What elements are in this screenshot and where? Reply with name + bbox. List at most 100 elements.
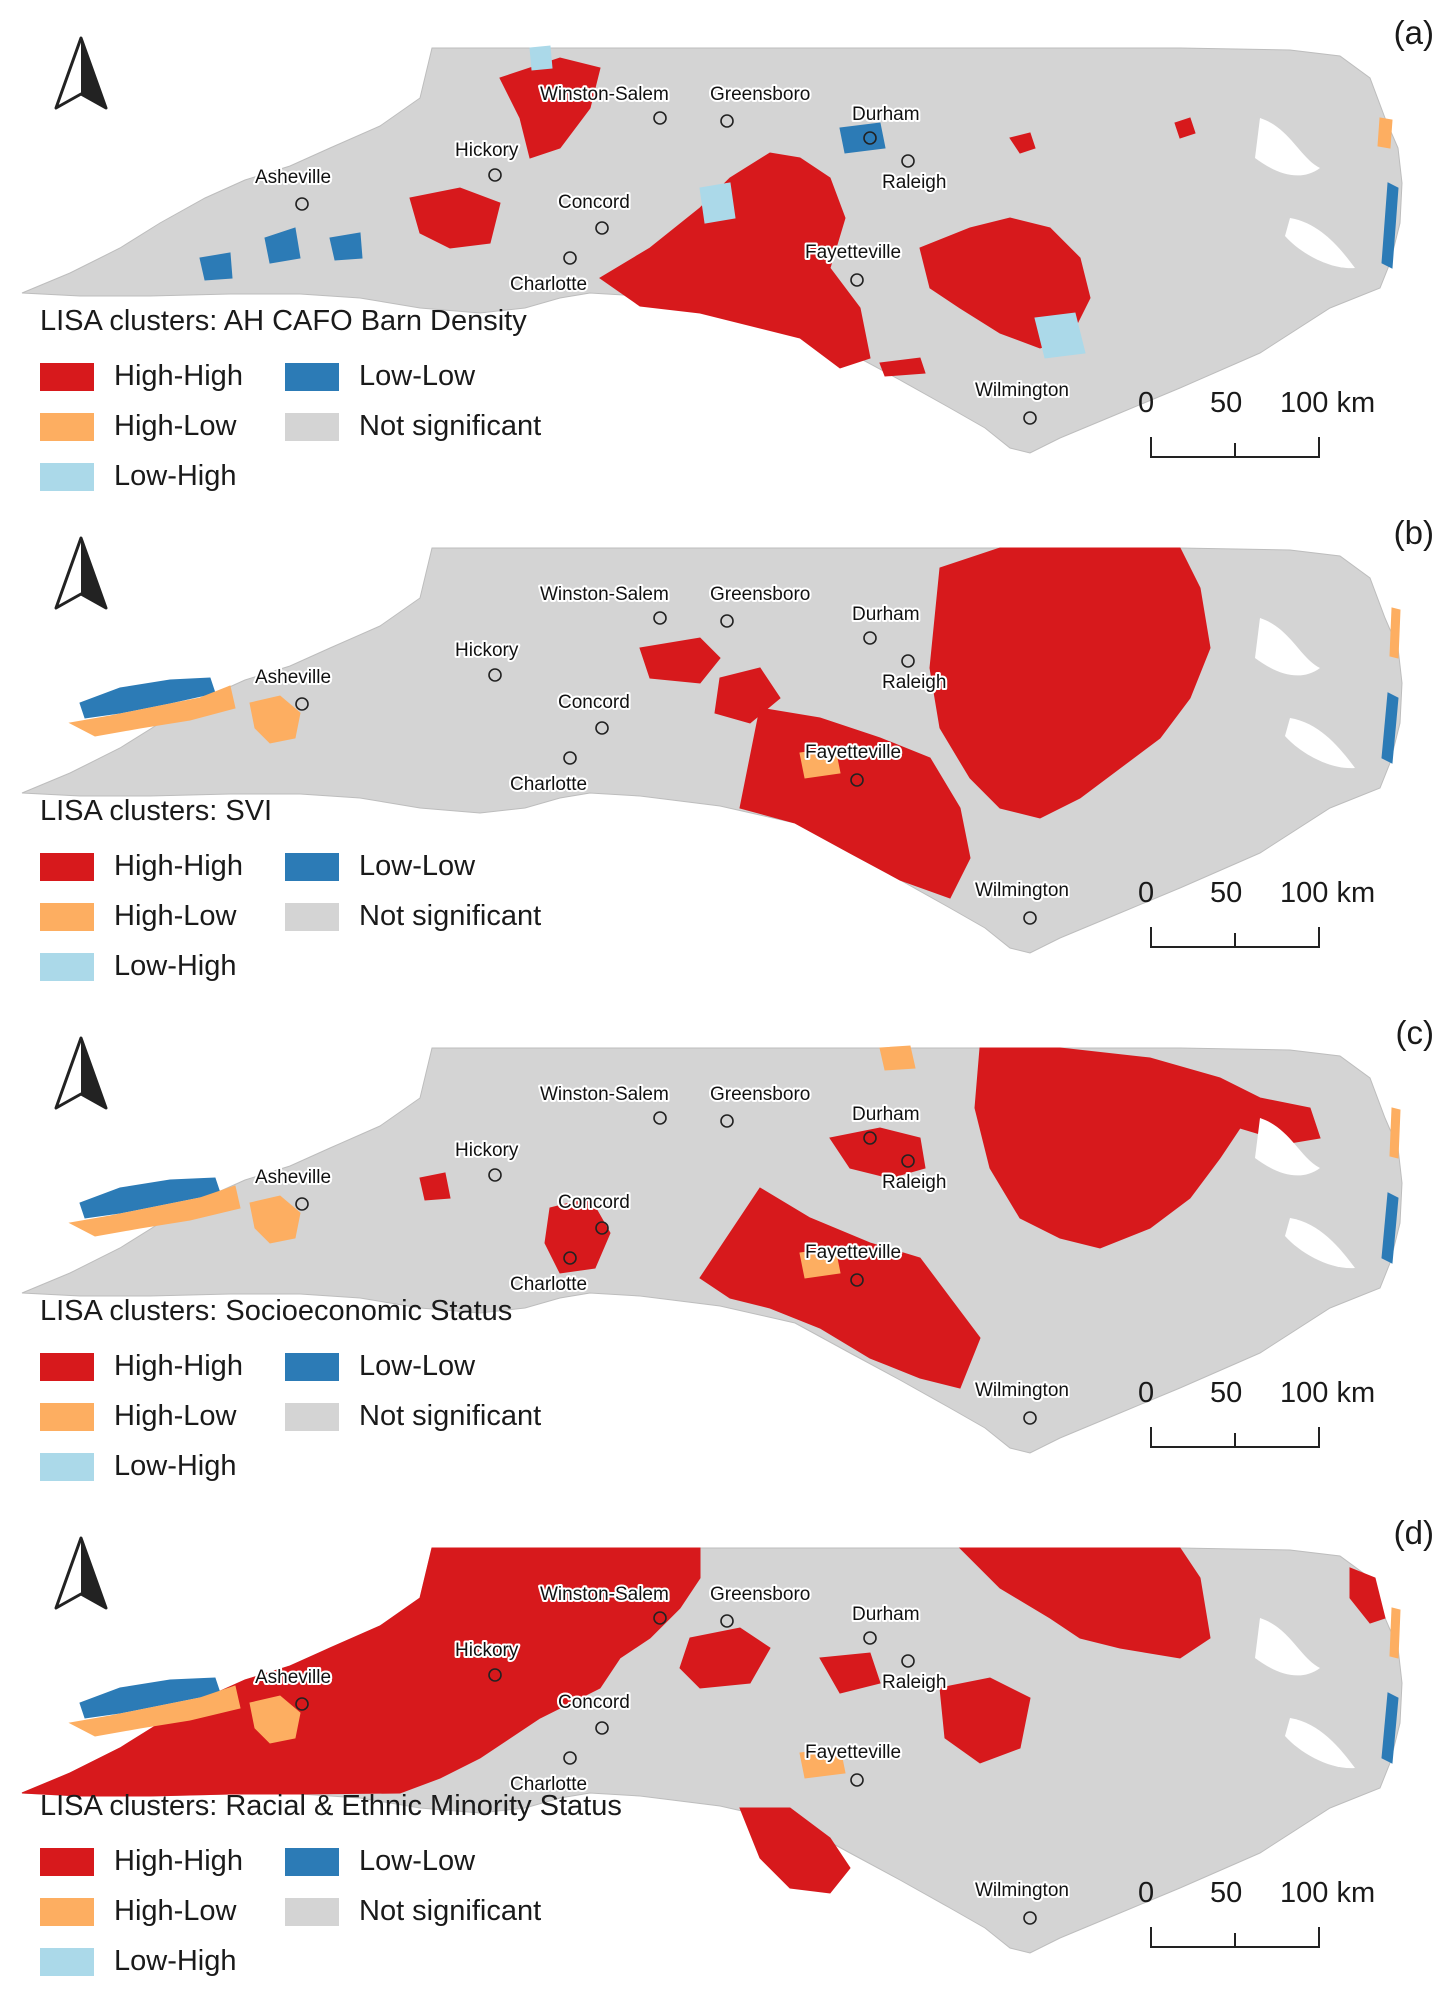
scale-line [1150,927,1320,948]
cluster-region-high-high [679,1627,771,1689]
cluster-region-low-high [1034,312,1086,359]
cluster-region-high-low [68,685,236,737]
city-marker-concord [595,221,609,235]
city-label-hickory: Hickory [455,1640,519,1661]
legend-swatch [285,362,339,391]
sound-water [1255,618,1320,676]
cluster-regions [21,1547,1401,1894]
city-marker-durham [863,1631,877,1645]
cluster-region-high-low [1389,1607,1401,1659]
sound-water [1285,218,1355,269]
scale-tick-label: 0 [1138,1377,1155,1409]
city-marker-concord [595,721,609,735]
scale-line [1150,437,1320,458]
city-marker-charlotte [563,1751,577,1765]
legend-label: Low-Low [359,850,476,882]
cluster-region-high-high [1009,132,1036,154]
city-label-asheville: Asheville [255,1667,331,1688]
city-label-greensboro: Greensboro [710,1084,810,1105]
city-label-durham: Durham [852,1104,920,1125]
cluster-region-high-high [1174,117,1196,139]
city-marker-hickory [488,1168,502,1182]
scale-tick-label: 50 [1210,1877,1243,1909]
sound-water [1285,1718,1355,1769]
scale-bar: 0 50 100 km [1130,387,1410,467]
city-label-wilmington: Wilmington [975,380,1069,401]
scale-tick-label: 0 [1138,1877,1155,1909]
nc-map: Winston-Salem Greensboro Durham Raleigh Hick… [21,1045,1403,1454]
city-label-wilmington: Wilmington [975,880,1069,901]
legend-swatch [285,1897,339,1926]
legend-item-low-high: Low-High [40,1945,237,1978]
city-marker-raleigh [901,1654,915,1668]
legend-label: Not significant [359,1400,542,1432]
legend-label: Not significant [359,410,542,442]
cluster-regions [68,547,1401,899]
legend-label: Low-Low [359,360,476,392]
city-marker-fayetteville [850,1273,864,1287]
city-markers: Winston-Salem Greensboro Durham Raleigh Hick… [253,582,1071,925]
cluster-region-high-high [879,357,926,377]
city-label-raleigh: Raleigh [882,172,946,193]
city-marker-winston-salem [653,611,667,625]
city-marker-wilmington [1023,1911,1037,1925]
legend-item-high-high: High-High [40,850,243,883]
legend-label: High-High [114,850,243,882]
cluster-region-high-high [739,707,971,899]
cluster-region-high-high [639,637,721,684]
city-label-winston-salem: Winston-Salem [540,1084,669,1105]
north-arrow-icon [54,1536,108,1610]
cluster-region-low-low [1381,1192,1399,1264]
city-marker-fayetteville [850,273,864,287]
cluster-region-high-high [974,1047,1321,1249]
legend-title: LISA clusters: Racial & Ethnic Minority … [40,1790,622,1822]
city-label-concord: Concord [558,692,630,713]
cluster-region-high-high [958,1547,1211,1659]
legend-item-low-high: Low-High [40,460,237,493]
city-markers: Winston-Salem Greensboro Durham Raleigh Hick… [253,1582,1071,1925]
legend-title: LISA clusters: AH CAFO Barn Density [40,305,527,337]
city-marker-greensboro [720,614,734,628]
cluster-region-high-low [249,1195,301,1244]
nc-map: Winston-Salem Greensboro Durham Raleigh Hick… [21,547,1403,954]
city-marker-raleigh [901,154,915,168]
city-label-concord: Concord [558,1692,630,1713]
cluster-region-high-high [819,1652,881,1694]
city-label-raleigh: Raleigh [882,1672,946,1693]
legend-label: High-Low [114,900,237,932]
legend: High-High Low-Low High-Low Not significant L… [40,1845,600,1990]
city-marker-asheville [295,197,309,211]
city-label-fayetteville: Fayetteville [805,742,901,763]
cluster-region-high-low [879,1045,916,1071]
cluster-region-high-high [419,1172,451,1201]
city-marker-fayetteville [850,1773,864,1787]
city-label-asheville: Asheville [255,1167,331,1188]
city-marker-hickory [488,168,502,182]
cluster-region-high-low [249,1695,301,1744]
sound-water [1255,118,1320,176]
legend-swatch [40,1452,94,1481]
legend-swatch [40,1352,94,1381]
legend-item-low-low: Low-Low [285,850,475,883]
legend-label: Not significant [359,1895,542,1927]
cluster-region-high-high [699,1187,981,1389]
cluster-region-high-low [68,1685,241,1737]
cluster-region-low-low [1381,692,1399,764]
cluster-region-high-high [1349,1567,1386,1624]
cluster-region-low-low [264,227,301,264]
scale-line [1150,1927,1320,1948]
legend-label: High-High [114,1350,243,1382]
legend-swatch [285,852,339,881]
city-marker-greensboro [720,114,734,128]
cluster-region-high-low [1377,117,1393,149]
city-label-fayetteville: Fayetteville [805,242,901,263]
city-marker-durham [863,131,877,145]
scale-tick-label: 100 km [1280,877,1376,909]
city-label-wilmington: Wilmington [975,1880,1069,1901]
city-marker-raleigh [901,654,915,668]
city-label-durham: Durham [852,1604,920,1625]
legend-swatch [40,412,94,441]
city-marker-charlotte [563,251,577,265]
city-label-winston-salem: Winston-Salem [540,584,669,605]
city-marker-charlotte [563,1251,577,1265]
